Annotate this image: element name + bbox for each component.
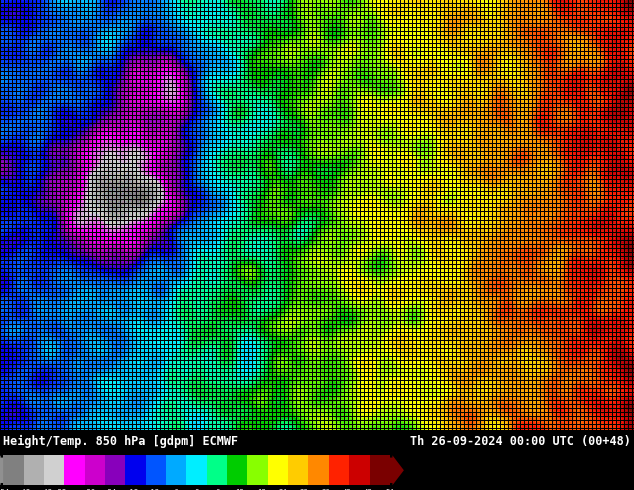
Text: -38: -38 xyxy=(54,489,67,490)
Bar xyxy=(268,455,288,485)
FancyArrow shape xyxy=(0,455,3,485)
Text: 36: 36 xyxy=(321,489,330,490)
Text: Th 26-09-2024 00:00 UTC (00+48): Th 26-09-2024 00:00 UTC (00+48) xyxy=(410,435,631,448)
Text: 54: 54 xyxy=(385,489,394,490)
Bar xyxy=(329,455,349,485)
Bar xyxy=(166,455,186,485)
Text: 24: 24 xyxy=(278,489,287,490)
Bar xyxy=(227,455,247,485)
Text: -12: -12 xyxy=(147,489,160,490)
Text: 0: 0 xyxy=(195,489,198,490)
Text: -42: -42 xyxy=(39,489,53,490)
Text: -54: -54 xyxy=(0,489,10,490)
Bar xyxy=(105,455,126,485)
Bar xyxy=(64,455,84,485)
Bar xyxy=(370,455,390,485)
Bar xyxy=(3,455,23,485)
Bar xyxy=(146,455,166,485)
Text: -48: -48 xyxy=(18,489,31,490)
Text: -18: -18 xyxy=(126,489,139,490)
Text: Height/Temp. 850 hPa [gdpm] ECMWF: Height/Temp. 850 hPa [gdpm] ECMWF xyxy=(3,435,238,448)
Text: -6: -6 xyxy=(171,489,179,490)
Text: 42: 42 xyxy=(342,489,351,490)
Bar xyxy=(247,455,268,485)
Bar xyxy=(207,455,227,485)
Bar xyxy=(186,455,207,485)
Bar xyxy=(84,455,105,485)
Text: -24: -24 xyxy=(104,489,117,490)
Text: -30: -30 xyxy=(82,489,96,490)
Bar xyxy=(23,455,44,485)
Text: 6: 6 xyxy=(216,489,220,490)
Text: 12: 12 xyxy=(235,489,244,490)
Bar xyxy=(288,455,309,485)
Text: 30: 30 xyxy=(300,489,308,490)
Bar xyxy=(349,455,370,485)
FancyArrow shape xyxy=(390,455,404,485)
Bar xyxy=(309,455,329,485)
Text: 48: 48 xyxy=(364,489,373,490)
Bar xyxy=(126,455,146,485)
Text: 18: 18 xyxy=(257,489,266,490)
Bar xyxy=(44,455,64,485)
